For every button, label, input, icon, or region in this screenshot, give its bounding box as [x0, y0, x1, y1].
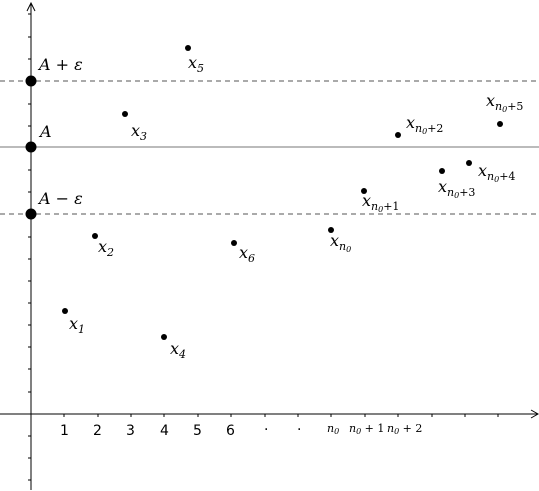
tick-label-dot-2: . [297, 418, 301, 434]
point-x1 [62, 308, 68, 314]
label-xn0-plus-2: xn0+2 [406, 113, 443, 136]
label-xn0-plus-5: xn0+5 [486, 91, 523, 114]
label-x3: x3 [131, 121, 147, 143]
tick-label-6: 6 [226, 423, 235, 439]
point-labels: x1 x2 x3 x4 x5 x6 xn0 xn0+1 xn0+2 xn0+3 … [69, 53, 523, 361]
label-xn0-plus-3: xn0+3 [438, 177, 475, 200]
point-xn0-plus-1 [361, 188, 367, 194]
y-axis-ticks [28, 13, 31, 481]
tick-label-2: 2 [93, 423, 102, 439]
lower-bound-label: A − ε [37, 189, 83, 208]
point-x5 [185, 45, 191, 51]
label-x2: x2 [98, 237, 114, 259]
x-axis-ticks [63, 414, 499, 417]
tick-label-3: 3 [126, 423, 135, 439]
sequence-points [62, 45, 503, 340]
point-x2 [92, 233, 98, 239]
point-xn0-plus-2 [395, 132, 401, 138]
point-x6 [231, 240, 237, 246]
point-xn0 [328, 227, 334, 233]
label-x1: x1 [69, 314, 85, 336]
label-x5: x5 [188, 53, 204, 75]
limit-dot [25, 141, 37, 153]
label-xn0-plus-4: xn0+4 [478, 161, 515, 184]
point-xn0-plus-4 [466, 160, 472, 166]
upper-bound-dot [25, 75, 37, 87]
point-x4 [161, 334, 167, 340]
limit-label: A [38, 122, 52, 141]
point-x3 [122, 111, 128, 117]
point-xn0-plus-3 [439, 168, 445, 174]
label-xn0-plus-1: xn0+1 [362, 191, 399, 214]
tick-label-5: 5 [193, 423, 202, 439]
point-xn0-plus-5 [497, 121, 503, 127]
tick-label-n0: n0 [327, 422, 339, 436]
tick-label-n0-plus-1: n0 + 1 [349, 422, 384, 436]
tick-label-1: 1 [60, 423, 69, 439]
x-axis-arrow [530, 409, 539, 419]
y-axis-arrow [26, 1, 36, 12]
label-x6: x6 [239, 243, 255, 265]
label-x4: x4 [170, 339, 186, 361]
upper-bound-label: A + ε [37, 55, 83, 74]
tick-label-dot-1: . [264, 418, 268, 434]
label-xn0: xn0 [330, 231, 351, 254]
tick-label-4: 4 [160, 423, 169, 439]
x-tick-labels: 1 2 3 4 5 6 . . n0 n0 + 1 n0 + 2 [60, 418, 422, 439]
tick-label-n0-plus-2: n0 + 2 [387, 422, 422, 436]
lower-bound-dot [25, 208, 37, 220]
